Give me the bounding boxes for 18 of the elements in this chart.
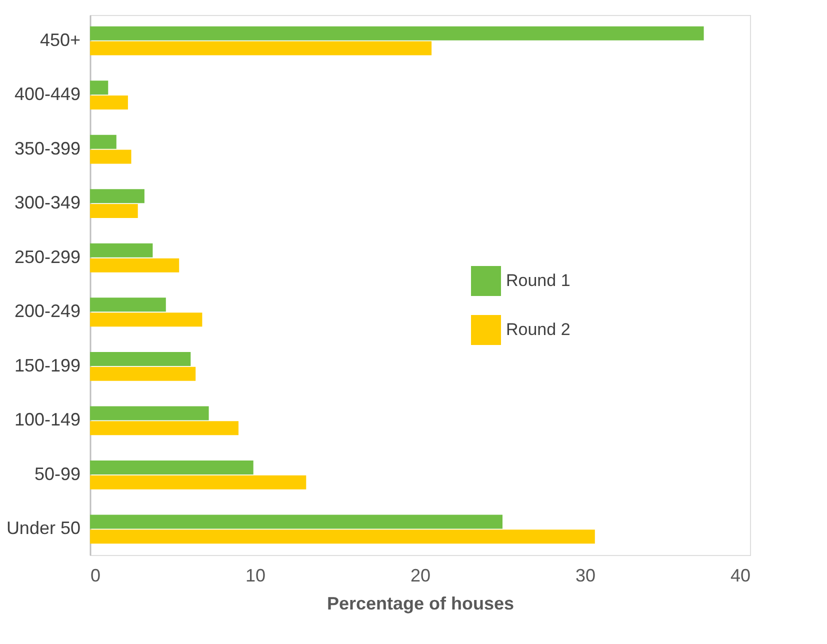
y-tick-label: 450+ — [40, 30, 80, 50]
x-axis-title: Percentage of houses — [326, 594, 514, 614]
y-tick-label: 100-149 — [14, 410, 80, 430]
x-tick-label: 10 — [245, 566, 266, 586]
legend-label: Round 1 — [506, 271, 570, 290]
x-tick-label: 0 — [90, 566, 101, 586]
y-tick-label: 50-99 — [34, 464, 80, 484]
y-tick-label: Under 50 — [6, 518, 80, 538]
y-tick-label: 350-399 — [14, 138, 80, 158]
y-tick-label: 400-449 — [14, 84, 80, 104]
y-tick-label: 300-349 — [14, 192, 80, 213]
x-tick-label: 30 — [575, 566, 596, 586]
x-tick-label: 20 — [410, 566, 431, 586]
y-tick-label: 200-249 — [14, 301, 80, 322]
y-tick-label: 250-299 — [14, 246, 80, 267]
y-tick-label: 150-199 — [14, 355, 80, 376]
x-tick-label: 40 — [730, 566, 750, 586]
legend-label: Round 2 — [506, 320, 570, 339]
